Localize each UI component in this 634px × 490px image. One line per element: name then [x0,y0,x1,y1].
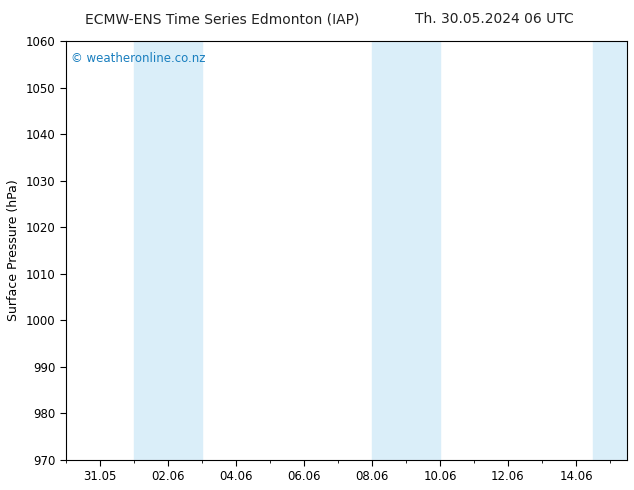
Bar [406,41,440,460]
Bar [168,41,202,460]
Bar [134,41,168,460]
Text: Th. 30.05.2024 06 UTC: Th. 30.05.2024 06 UTC [415,12,574,26]
Bar [372,41,406,460]
Y-axis label: Surface Pressure (hPa): Surface Pressure (hPa) [7,180,20,321]
Text: © weatheronline.co.nz: © weatheronline.co.nz [71,52,206,65]
Bar [593,41,627,460]
Text: ECMW-ENS Time Series Edmonton (IAP): ECMW-ENS Time Series Edmonton (IAP) [85,12,359,26]
